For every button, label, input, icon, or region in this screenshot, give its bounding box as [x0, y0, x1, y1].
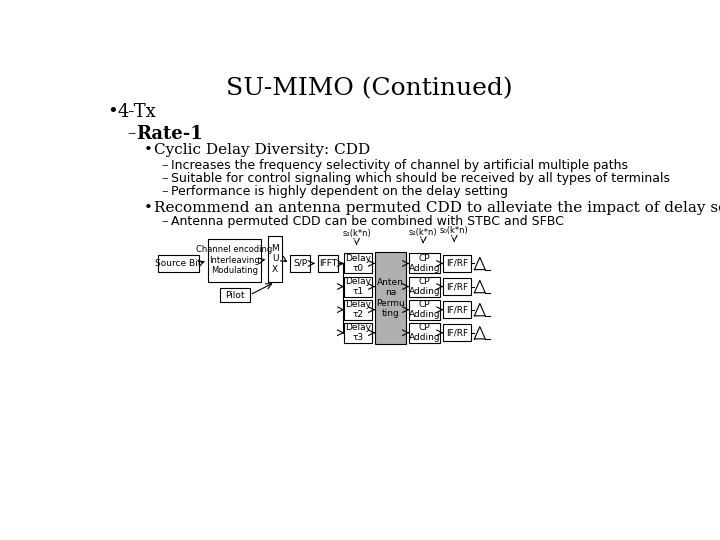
- Text: •: •: [107, 103, 118, 122]
- Text: Antenna permuted CDD can be combined with STBC and SFBC: Antenna permuted CDD can be combined wit…: [171, 215, 564, 228]
- Text: IF/RF: IF/RF: [446, 305, 469, 314]
- Text: –: –: [161, 172, 168, 185]
- Text: Anten
na
Permu
ting: Anten na Permu ting: [377, 278, 405, 318]
- Text: –: –: [161, 159, 168, 172]
- Text: Pilot: Pilot: [225, 291, 245, 300]
- Bar: [444, 301, 472, 318]
- Bar: [158, 255, 199, 272]
- Text: s₁(k*n): s₁(k*n): [342, 229, 371, 238]
- Text: M
U
X: M U X: [271, 244, 279, 274]
- Text: –: –: [161, 185, 168, 198]
- Bar: [344, 323, 372, 343]
- Text: Delay
τ1: Delay τ1: [345, 277, 371, 296]
- Text: Performance is highly dependent on the delay setting: Performance is highly dependent on the d…: [171, 185, 508, 198]
- Bar: [409, 276, 441, 296]
- Bar: [344, 276, 372, 296]
- Text: CP
Adding: CP Adding: [409, 277, 441, 296]
- Bar: [444, 325, 472, 341]
- Text: •: •: [144, 201, 153, 215]
- Text: CP
Adding: CP Adding: [409, 300, 441, 319]
- Text: •: •: [144, 143, 153, 157]
- Text: s₂(k*n): s₂(k*n): [409, 227, 438, 237]
- Bar: [318, 255, 338, 272]
- Text: S/P: S/P: [293, 259, 307, 268]
- Text: –: –: [161, 215, 168, 228]
- Text: IF/RF: IF/RF: [446, 282, 469, 291]
- Text: Channel encoding
Interleaving
Modulating: Channel encoding Interleaving Modulating: [196, 246, 272, 275]
- Text: Delay
τ2: Delay τ2: [345, 300, 371, 319]
- Bar: [269, 236, 282, 282]
- Bar: [344, 253, 372, 273]
- Text: IF/RF: IF/RF: [446, 328, 469, 338]
- Bar: [409, 323, 441, 343]
- Bar: [220, 288, 250, 302]
- Text: Delay
τ0: Delay τ0: [345, 254, 371, 273]
- Bar: [344, 300, 372, 320]
- Text: SU-MIMO (Continued): SU-MIMO (Continued): [225, 77, 513, 100]
- Text: Cyclic Delay Diversity: CDD: Cyclic Delay Diversity: CDD: [153, 143, 370, 157]
- Bar: [444, 278, 472, 295]
- Bar: [375, 252, 406, 345]
- Text: IFFT: IFFT: [319, 259, 337, 268]
- Text: Recommend an antenna permuted CDD to alleviate the impact of delay setting: Recommend an antenna permuted CDD to all…: [153, 201, 720, 215]
- Text: CP
Adding: CP Adding: [409, 323, 441, 342]
- Bar: [409, 300, 441, 320]
- Text: s₀(k*n): s₀(k*n): [440, 226, 469, 235]
- Text: CP
Adding: CP Adding: [409, 254, 441, 273]
- Bar: [444, 255, 472, 272]
- Text: Source Bit: Source Bit: [156, 259, 202, 268]
- Text: Suitable for control signaling which should be received by all types of terminal: Suitable for control signaling which sho…: [171, 172, 670, 185]
- Bar: [208, 239, 261, 282]
- Bar: [409, 253, 441, 273]
- Text: Increases the frequency selectivity of channel by artificial multiple paths: Increases the frequency selectivity of c…: [171, 159, 628, 172]
- Text: –: –: [127, 125, 135, 142]
- Text: IF/RF: IF/RF: [446, 259, 469, 268]
- Text: 4-Tx: 4-Tx: [118, 103, 157, 122]
- Text: Rate-1: Rate-1: [137, 125, 203, 143]
- Bar: [290, 255, 310, 272]
- Text: Delay
τ3: Delay τ3: [345, 323, 371, 342]
